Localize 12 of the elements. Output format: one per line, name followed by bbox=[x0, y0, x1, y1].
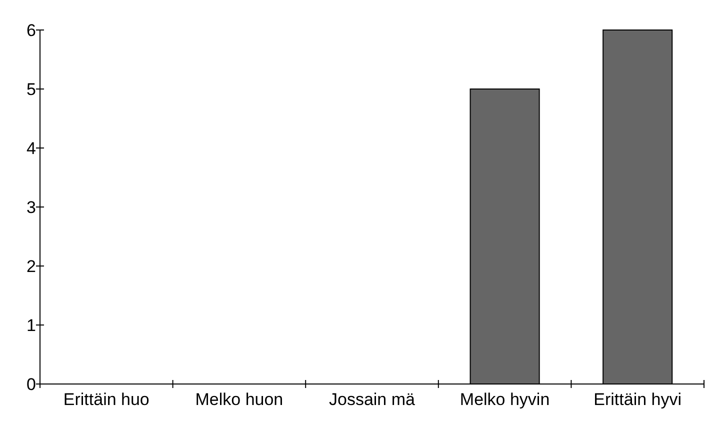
y-tick-label: 1 bbox=[26, 316, 36, 335]
x-tick-label: Erittäin huo bbox=[63, 390, 150, 409]
x-tick-label: Melko huon bbox=[195, 390, 284, 409]
x-tick-label: Erittäin hyvi bbox=[594, 390, 682, 409]
x-tick-label: Melko hyvin bbox=[460, 390, 550, 409]
y-tick-label: 2 bbox=[26, 256, 36, 276]
x-tick-label: Jossain mä bbox=[329, 390, 416, 409]
y-tick-label: 0 bbox=[26, 374, 36, 394]
y-tick-label: 4 bbox=[26, 138, 36, 158]
y-tick-label: 5 bbox=[26, 80, 36, 99]
y-tick-label: 6 bbox=[26, 20, 36, 40]
y-tick-label: 3 bbox=[26, 198, 36, 217]
